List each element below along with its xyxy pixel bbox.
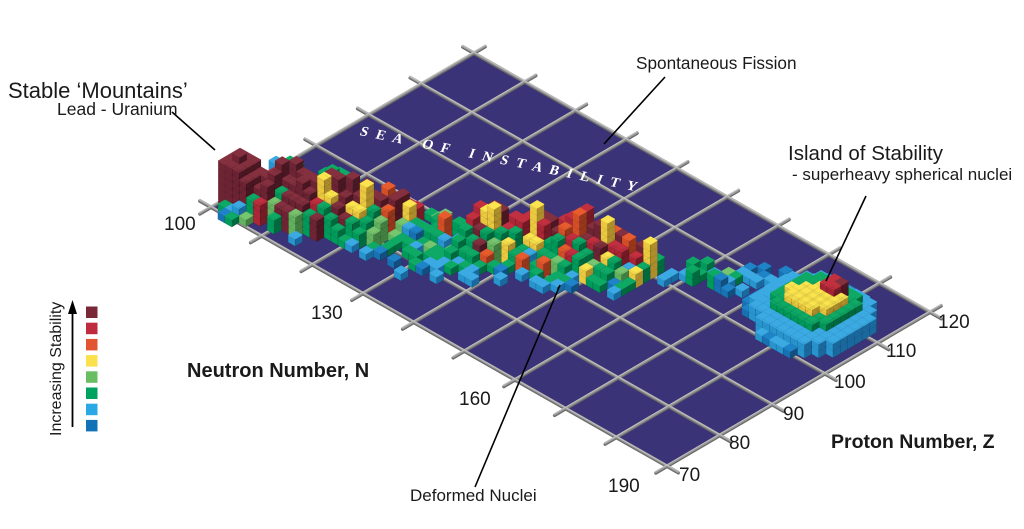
svg-text:Deformed Nuclei: Deformed Nuclei (410, 486, 537, 505)
svg-text:Proton Number, Z: Proton Number, Z (831, 431, 995, 453)
svg-text:Neutron Number, N: Neutron Number, N (187, 360, 369, 382)
svg-text:Stable ‘Mountains’: Stable ‘Mountains’ (8, 78, 188, 103)
svg-text:Lead - Uranium: Lead - Uranium (57, 99, 178, 119)
svg-text:Spontaneous Fission: Spontaneous Fission (636, 53, 797, 73)
svg-text:Island of Stability: Island of Stability (788, 142, 944, 165)
svg-text:Increasing Stability: Increasing Stability (48, 302, 65, 436)
svg-text:110: 110 (886, 341, 916, 362)
svg-text:120: 120 (938, 312, 970, 333)
svg-text:- superheavy spherical nuclei: - superheavy spherical nuclei (792, 165, 1012, 184)
svg-text:190: 190 (608, 476, 640, 497)
svg-text:160: 160 (459, 389, 491, 410)
svg-text:100: 100 (834, 372, 866, 393)
svg-text:80: 80 (729, 433, 750, 454)
svg-text:100: 100 (164, 214, 196, 235)
svg-text:70: 70 (679, 465, 700, 486)
svg-text:130: 130 (311, 303, 343, 324)
svg-text:90: 90 (783, 404, 804, 425)
